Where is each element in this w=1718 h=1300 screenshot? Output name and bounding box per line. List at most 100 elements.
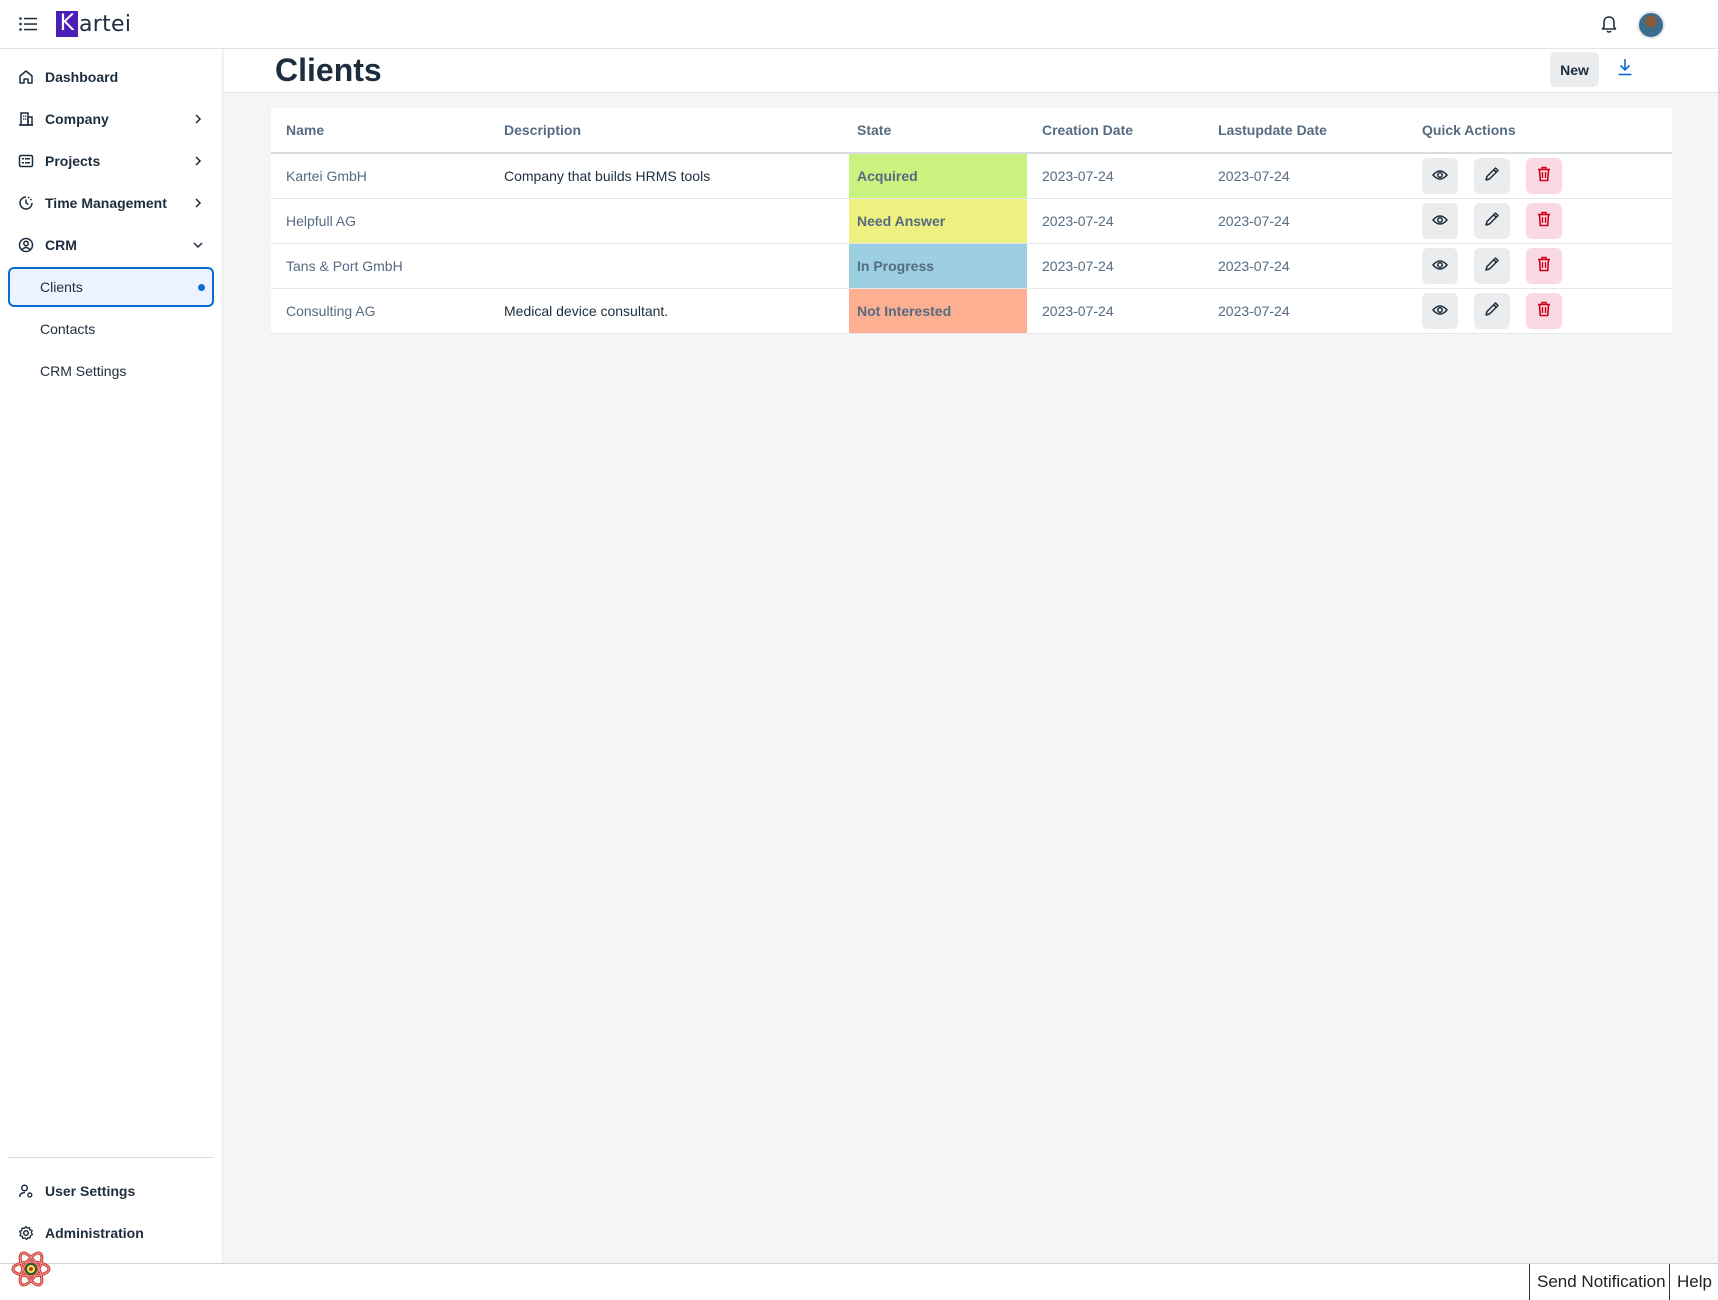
sidebar-item-projects[interactable]: Projects: [8, 141, 214, 181]
bell-icon[interactable]: [1589, 5, 1629, 45]
column-header-lastupdate-date[interactable]: Lastupdate Date: [1203, 108, 1407, 154]
eye-icon: [1432, 168, 1448, 184]
delete-button[interactable]: [1526, 157, 1562, 194]
edit-button[interactable]: [1474, 157, 1510, 194]
eye-icon: [1432, 258, 1448, 274]
view-button[interactable]: [1422, 292, 1458, 329]
send-notification-button[interactable]: Send Notification: [1529, 1264, 1673, 1300]
column-header-state[interactable]: State: [849, 108, 1027, 154]
delete-button[interactable]: [1526, 292, 1562, 329]
pencil-icon: [1484, 166, 1500, 185]
trash-icon: [1537, 166, 1551, 185]
delete-button[interactable]: [1526, 202, 1562, 239]
sidebar-item-label: User Settings: [45, 1183, 136, 1199]
view-button[interactable]: [1422, 157, 1458, 194]
sidebar-item-label: Company: [45, 111, 109, 127]
logo-letter: K: [56, 11, 78, 37]
chevron-down-icon: [190, 237, 206, 253]
status-badge: Acquired: [849, 153, 1027, 199]
new-button[interactable]: New: [1550, 52, 1599, 87]
sidebar-item-label: Contacts: [40, 321, 96, 337]
table-row[interactable]: Consulting AG Medical device consultant. N…: [271, 288, 1672, 334]
app-logo[interactable]: K artei: [56, 0, 131, 49]
sidebar-item-contacts[interactable]: Contacts: [8, 309, 214, 349]
edit-button[interactable]: [1474, 292, 1510, 329]
quick-actions: [1407, 198, 1672, 244]
sidebar-item-label: Dashboard: [45, 69, 119, 85]
pencil-icon: [1484, 301, 1500, 320]
sidebar-item-label: CRM Settings: [40, 363, 127, 379]
delete-button[interactable]: [1526, 247, 1562, 284]
status-badge: Need Answer: [849, 198, 1027, 244]
table-row[interactable]: Kartei GmbH Company that builds HRMS tool…: [271, 153, 1672, 199]
user-settings-icon: [15, 1183, 37, 1199]
creation-date: 2023-07-24: [1027, 153, 1203, 199]
table-row[interactable]: Tans & Port GmbH In Progress 2023-07-24 202…: [271, 243, 1672, 289]
bottom-bar: [0, 1263, 1718, 1300]
sidebar-item-dashboard[interactable]: Dashboard: [8, 57, 214, 97]
page-header: Clients New: [224, 49, 1718, 93]
edit-button[interactable]: [1474, 247, 1510, 284]
help-button[interactable]: Help: [1669, 1264, 1718, 1300]
table-header-row: Name Description State Creation Date Las…: [271, 108, 1672, 154]
shellbar: K artei: [0, 0, 1718, 49]
chevron-right-icon: [190, 195, 206, 211]
download-button[interactable]: [1605, 52, 1645, 87]
table-row[interactable]: Helpfull AG Need Answer 2023-07-24 2023-07-…: [271, 198, 1672, 244]
sidebar-item-company[interactable]: Company: [8, 99, 214, 139]
sidebar-item-crm[interactable]: CRM: [8, 225, 214, 265]
quick-actions: [1407, 153, 1672, 199]
lastupdate-date: 2023-07-24: [1203, 288, 1407, 334]
sidebar-item-label: CRM: [45, 237, 77, 253]
sidebar-item-label: Time Management: [45, 195, 167, 211]
eye-icon: [1432, 213, 1448, 229]
creation-date: 2023-07-24: [1027, 198, 1203, 244]
creation-date: 2023-07-24: [1027, 243, 1203, 289]
page-title: Clients: [275, 52, 382, 88]
crm-icon: [15, 237, 37, 253]
trash-icon: [1537, 301, 1551, 320]
pencil-icon: [1484, 211, 1500, 230]
react-devtools-icon[interactable]: [10, 1248, 52, 1290]
quick-actions: [1407, 243, 1672, 289]
home-icon: [15, 69, 37, 85]
creation-date: 2023-07-24: [1027, 288, 1203, 334]
eye-icon: [1432, 303, 1448, 319]
status-badge: Not Interested: [849, 288, 1027, 334]
trash-icon: [1537, 211, 1551, 230]
shellbar-actions: [1589, 0, 1718, 49]
sidebar-item-administration[interactable]: Administration: [8, 1213, 214, 1253]
client-description: Company that builds HRMS tools: [489, 153, 849, 199]
client-name[interactable]: Kartei GmbH: [271, 153, 489, 199]
avatar[interactable]: [1637, 10, 1665, 39]
active-indicator: [198, 284, 205, 291]
sidebar-item-clients[interactable]: Clients: [8, 267, 214, 307]
projects-icon: [15, 153, 37, 169]
sidebar-item-crm-settings[interactable]: CRM Settings: [8, 351, 214, 391]
edit-button[interactable]: [1474, 202, 1510, 239]
quick-actions: [1407, 288, 1672, 334]
download-icon: [1617, 58, 1633, 81]
view-button[interactable]: [1422, 202, 1458, 239]
client-name[interactable]: Helpfull AG: [271, 198, 489, 244]
lastupdate-date: 2023-07-24: [1203, 153, 1407, 199]
column-header-creation-date[interactable]: Creation Date: [1027, 108, 1203, 154]
clients-table: Name Description State Creation Date Las…: [271, 108, 1672, 334]
column-header-description[interactable]: Description: [489, 108, 849, 154]
building-icon: [15, 111, 37, 127]
sidebar-item-label: Clients: [40, 279, 83, 295]
sidebar: Dashboard Company Projects Time Manageme…: [0, 49, 223, 1263]
column-header-quick-actions: Quick Actions: [1407, 108, 1672, 154]
column-header-name[interactable]: Name: [271, 108, 489, 154]
list-icon[interactable]: [0, 0, 56, 49]
client-name[interactable]: Tans & Port GmbH: [271, 243, 489, 289]
sidebar-item-user-settings[interactable]: User Settings: [8, 1171, 214, 1211]
lastupdate-date: 2023-07-24: [1203, 198, 1407, 244]
client-name[interactable]: Consulting AG: [271, 288, 489, 334]
lastupdate-date: 2023-07-24: [1203, 243, 1407, 289]
logo-text: artei: [79, 11, 132, 37]
status-badge: In Progress: [849, 243, 1027, 289]
sidebar-item-time-management[interactable]: Time Management: [8, 183, 214, 223]
sidebar-item-label: Projects: [45, 153, 101, 169]
view-button[interactable]: [1422, 247, 1458, 284]
